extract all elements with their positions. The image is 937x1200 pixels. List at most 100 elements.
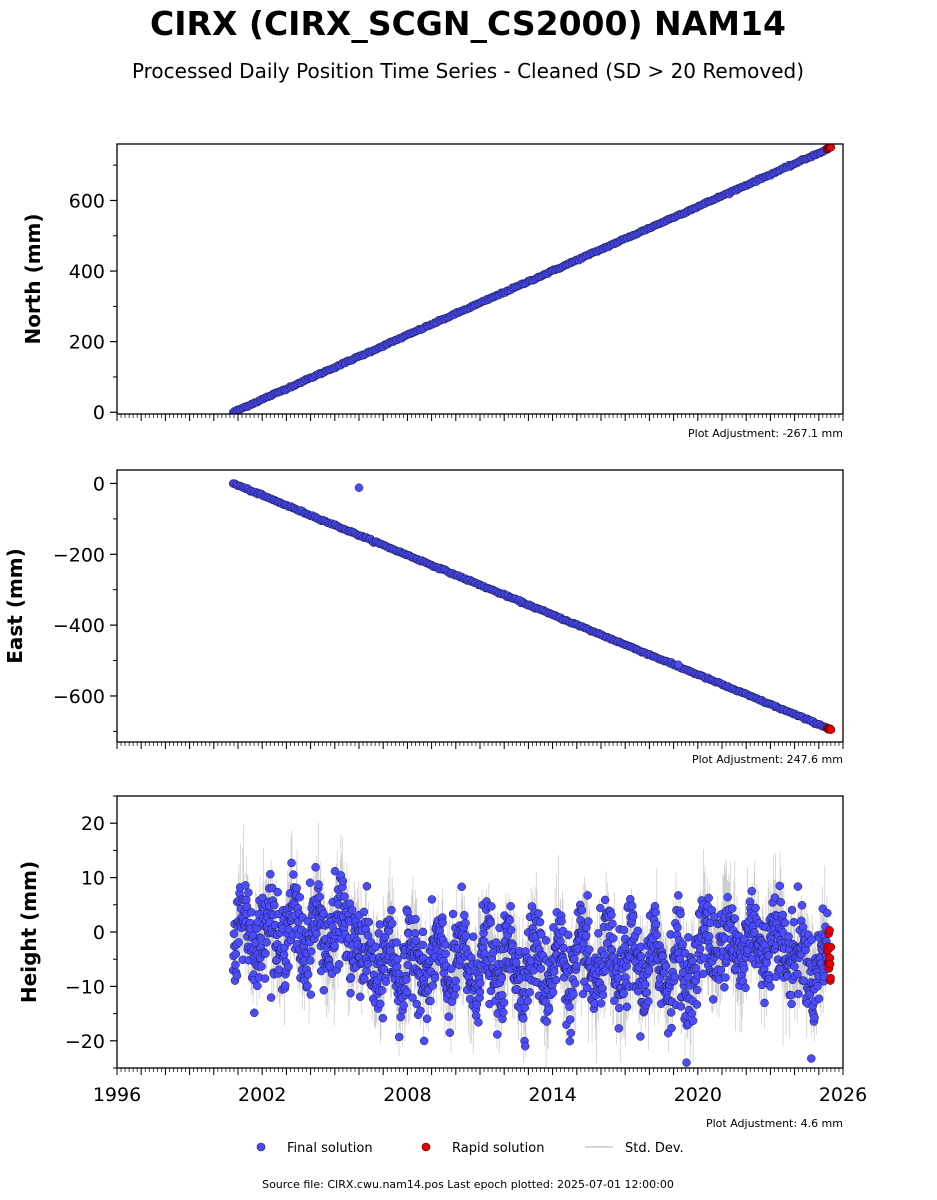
final-point <box>534 909 543 918</box>
final-point <box>786 990 796 1000</box>
final-point <box>381 977 391 986</box>
final-point <box>284 962 293 971</box>
final-point <box>730 914 740 923</box>
final-point <box>584 945 594 954</box>
final-point <box>273 887 282 897</box>
final-point <box>536 930 546 939</box>
final-point <box>581 931 591 940</box>
final-point <box>411 914 420 924</box>
final-point <box>741 983 750 993</box>
final-point <box>392 962 402 971</box>
final-point <box>608 919 617 929</box>
final-point <box>583 891 592 900</box>
y-tick-label: −20 <box>65 1031 105 1053</box>
final-point <box>549 967 559 976</box>
final-point <box>334 960 344 969</box>
final-point <box>371 942 381 952</box>
x-tick-label: 2020 <box>674 1084 722 1106</box>
final-point <box>445 1028 455 1037</box>
final-point <box>306 990 316 999</box>
final-point <box>661 961 671 971</box>
final-point <box>441 940 450 949</box>
final-point <box>266 869 275 879</box>
final-point <box>270 900 279 910</box>
final-point <box>377 986 387 995</box>
final-point <box>306 956 315 965</box>
final-point <box>652 930 661 940</box>
final-point <box>651 919 661 929</box>
final-point <box>480 937 489 946</box>
final-point <box>720 983 729 992</box>
y-tick-label: 0 <box>93 473 105 495</box>
legend-label-rapid: Rapid solution <box>452 1141 544 1156</box>
final-point <box>261 949 270 958</box>
final-point <box>658 951 667 961</box>
final-point <box>747 886 757 896</box>
final-point <box>569 990 578 999</box>
final-point <box>499 998 509 1007</box>
final-point <box>303 981 312 991</box>
final-point <box>780 918 790 928</box>
final-point <box>311 863 320 872</box>
final-point <box>438 918 447 927</box>
final-point <box>636 1032 645 1041</box>
final-point <box>410 929 420 938</box>
final-point <box>766 982 775 991</box>
final-point <box>721 973 730 982</box>
final-point <box>330 866 340 876</box>
final-point <box>475 978 485 988</box>
final-point <box>775 881 784 891</box>
final-point <box>678 939 687 949</box>
final-point <box>548 987 558 997</box>
final-point <box>692 1000 702 1009</box>
rapid-point <box>826 942 836 952</box>
final-point <box>619 925 629 935</box>
final-point <box>412 999 421 1009</box>
final-point <box>497 973 507 983</box>
final-point <box>428 981 437 990</box>
final-point <box>793 882 803 891</box>
y-tick-label: −10 <box>65 976 105 998</box>
final-point <box>674 891 683 900</box>
final-point <box>797 901 807 910</box>
final-point <box>627 901 637 911</box>
outlier-point <box>354 483 364 492</box>
final-point <box>242 902 252 912</box>
final-point <box>598 990 608 1000</box>
y-tick-label: −400 <box>53 615 105 637</box>
final-point <box>394 1032 404 1042</box>
final-point <box>280 981 290 990</box>
final-point <box>536 964 546 973</box>
final-point <box>387 905 396 915</box>
x-tick-label: 2026 <box>819 1084 867 1106</box>
legend: Final solution Rapid solution Std. Dev. <box>256 1141 684 1156</box>
panel-1: 0 −200 −400 −600 East (mm) Plot Adjustment: 2… <box>3 469 844 766</box>
final-point <box>716 965 726 975</box>
x-tick-label: 2014 <box>528 1084 576 1106</box>
final-point <box>499 1008 508 1017</box>
final-point <box>411 936 421 945</box>
final-point <box>698 969 708 979</box>
final-point <box>823 908 832 918</box>
final-point <box>418 940 427 950</box>
final-point <box>451 983 461 993</box>
final-point <box>704 932 714 941</box>
final-point <box>393 954 402 964</box>
data-layer-1 <box>228 479 836 734</box>
final-point <box>577 905 587 915</box>
final-point <box>338 876 348 886</box>
final-point <box>778 910 787 920</box>
rapid-point <box>825 959 835 969</box>
final-point <box>565 1002 574 1012</box>
final-point <box>596 903 605 913</box>
final-point <box>525 988 534 997</box>
x-tick-label: 2008 <box>383 1084 431 1106</box>
final-point <box>260 974 270 983</box>
final-point <box>461 918 470 928</box>
final-point <box>642 988 651 997</box>
y-tick-label: 10 <box>81 868 105 890</box>
final-point <box>493 1030 502 1039</box>
final-point <box>266 993 276 1002</box>
panel-0: 0 200 400 600 North (mm) Plot Adjustment: -26… <box>21 143 844 440</box>
y-axis-label: North (mm) <box>21 213 45 344</box>
